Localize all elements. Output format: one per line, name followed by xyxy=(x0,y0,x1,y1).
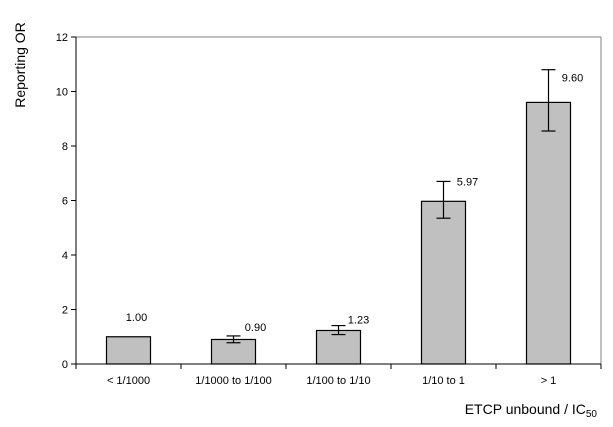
bar xyxy=(420,200,467,365)
bars-layer xyxy=(105,101,572,365)
plot-frame-layer xyxy=(75,36,602,365)
data-label: 1.00 xyxy=(126,312,147,324)
bar xyxy=(105,336,152,365)
data-labels-layer: 1.00 0.90 1.23 5.97 9.60 xyxy=(126,73,583,334)
data-label: 5.97 xyxy=(457,176,478,188)
error-bars-layer xyxy=(226,69,556,344)
x-tick-label: 1/10 to 1 xyxy=(422,375,465,387)
bar xyxy=(525,101,572,365)
bar xyxy=(210,338,257,365)
bar xyxy=(315,329,362,365)
y-axis-ticks-layer: 0 2 4 6 8 10 12 xyxy=(56,32,76,371)
y-tick-label: 8 xyxy=(62,141,68,153)
data-label: 1.23 xyxy=(348,315,369,327)
x-tick-label: > 1 xyxy=(541,375,557,387)
x-axis-title: ETCP unbound / IC50 xyxy=(465,401,598,420)
y-tick-label: 10 xyxy=(56,87,68,99)
y-tick-label: 2 xyxy=(62,305,68,317)
data-label: 0.90 xyxy=(245,322,266,334)
x-tick-label: 1/1000 to 1/100 xyxy=(195,375,271,387)
x-axis-title-subscript: 50 xyxy=(586,409,598,420)
y-tick-label: 0 xyxy=(62,359,68,371)
data-label: 9.60 xyxy=(562,73,583,85)
y-tick-label: 12 xyxy=(56,32,68,44)
x-axis-ticks-layer: < 1/1000 1/1000 to 1/100 1/100 to 1/10 1/10… xyxy=(75,364,602,387)
x-tick-label: 1/100 to 1/10 xyxy=(306,375,370,387)
x-axis-title-main: ETCP unbound / IC xyxy=(465,401,586,417)
y-axis-title: Reporting OR xyxy=(12,22,28,108)
y-tick-label: 6 xyxy=(62,196,68,208)
x-tick-label: < 1/1000 xyxy=(107,375,150,387)
y-tick-label: 4 xyxy=(62,250,68,262)
